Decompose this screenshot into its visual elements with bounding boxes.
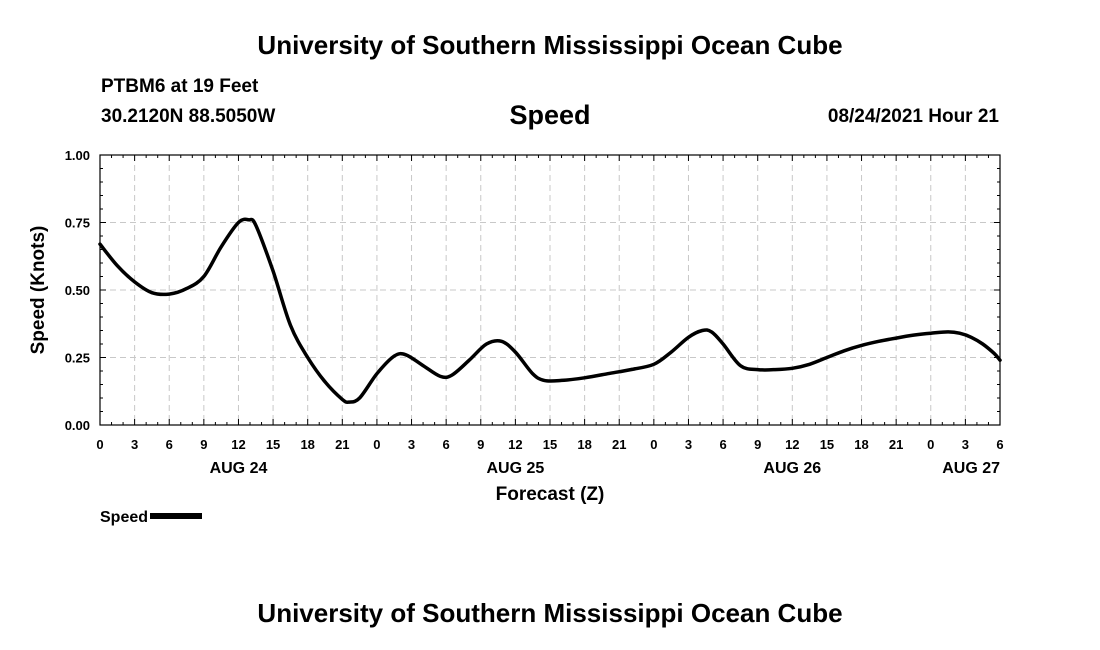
x-tick-label: 12 [231, 437, 245, 452]
plot-frame [99, 154, 1001, 426]
y-tick-label: 1.00 [65, 148, 90, 163]
chart-title: Speed [509, 100, 591, 130]
legend: Speed [100, 509, 203, 527]
date-label: AUG 25 [486, 460, 544, 477]
x-tick-label: 18 [854, 437, 868, 452]
x-tick-label: 6 [996, 437, 1003, 452]
forecast-datetime: 08/24/2021 Hour 21 [827, 106, 999, 127]
station-label: PTBM6 at 19 Feet [101, 76, 259, 97]
x-tick-label: 0 [650, 437, 657, 452]
page-title: University of Southern Mississippi Ocean… [257, 30, 843, 60]
date-label: AUG 27 [942, 460, 1000, 477]
series-line-speed [98, 217, 1002, 404]
x-tick-label: 21 [335, 437, 349, 452]
x-tick-label: 21 [612, 437, 626, 452]
legend-swatch [150, 512, 203, 519]
x-tick-label: 12 [785, 437, 799, 452]
date-label: AUG 24 [210, 460, 268, 477]
footer-title: University of Southern Mississippi Ocean… [257, 598, 843, 628]
x-tick-label: 0 [96, 437, 103, 452]
x-tick-label: 6 [719, 437, 726, 452]
x-tick-label: 9 [200, 437, 207, 452]
x-tick-label: 3 [685, 437, 692, 452]
x-tick-label: 21 [889, 437, 903, 452]
x-tick-label: 3 [962, 437, 969, 452]
x-tick-label: 0 [927, 437, 934, 452]
y-tick-label: 0.50 [65, 283, 90, 298]
x-tick-label: 18 [577, 437, 591, 452]
x-tick-label: 9 [754, 437, 761, 452]
x-tick-label: 12 [508, 437, 522, 452]
x-axis-label: Forecast (Z) [496, 484, 605, 505]
x-tick-label: 6 [443, 437, 450, 452]
y-tick-label: 0.75 [65, 216, 90, 231]
x-tick-label: 3 [408, 437, 415, 452]
y-tick-label: 0.25 [65, 351, 90, 366]
speed-chart: 0.00 0.25 0.50 0.75 1.00 0 3 6 9 12 15 18 21 0 3 6 9 12 15… [28, 148, 1004, 505]
coordinates-label: 30.2120N 88.5050W [101, 106, 276, 127]
x-tick-label: 15 [820, 437, 834, 452]
date-label: AUG 26 [763, 460, 821, 477]
y-axis-label: Speed (Knots) [28, 226, 49, 355]
x-tick-label: 0 [373, 437, 380, 452]
legend-label: Speed [100, 509, 149, 526]
x-tick-label: 9 [477, 437, 484, 452]
x-tick-label: 6 [166, 437, 173, 452]
x-tick-label: 15 [266, 437, 280, 452]
x-tick-label: 3 [131, 437, 138, 452]
x-tick-label: 18 [300, 437, 314, 452]
y-tick-label: 0.00 [65, 418, 90, 433]
x-tick-label: 15 [543, 437, 557, 452]
